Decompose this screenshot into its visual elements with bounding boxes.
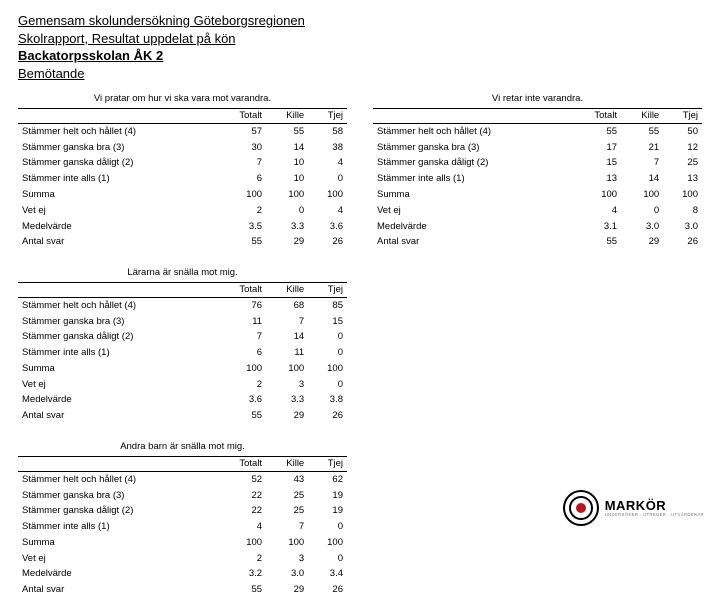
table-row: Summa100100100 — [373, 187, 702, 203]
table-row: Stämmer inte alls (1)470 — [18, 519, 347, 535]
table-row: Stämmer helt och hållet (4)575558 — [18, 123, 347, 139]
table-vi-retar: Vi retar inte varandra. Totalt Kille Tje… — [373, 90, 702, 250]
table-row: Summa100100100 — [18, 535, 347, 551]
table-row: Summa100100100 — [18, 187, 347, 203]
logo-name: MARKÖR — [605, 498, 704, 513]
table-row: Antal svar552926 — [18, 408, 347, 424]
table-row: Stämmer ganska bra (3)172112 — [373, 140, 702, 156]
table-row: Vet ej230 — [18, 551, 347, 567]
table-title: Vi retar inte varandra. — [373, 90, 702, 108]
table-row: Medelvärde3.13.03.0 — [373, 219, 702, 235]
target-icon — [563, 490, 599, 526]
table-row: Stämmer ganska dåligt (2)222519 — [18, 503, 347, 519]
markor-logo: MARKÖR UNDERSÖKER · UTREDER · UTVÄRDERAR — [563, 490, 704, 526]
table-row: Stämmer ganska dåligt (2)7140 — [18, 329, 347, 345]
header-line1: Gemensam skolundersökning Göteborgsregio… — [18, 12, 702, 30]
table-row: Stämmer ganska bra (3)301438 — [18, 140, 347, 156]
table-row: Antal svar552926 — [18, 234, 347, 250]
table-vi-pratar: Vi pratar om hur vi ska vara mot varandr… — [18, 90, 347, 250]
logo-subtitle: UNDERSÖKER · UTREDER · UTVÄRDERAR — [605, 513, 704, 517]
table-row: Stämmer ganska dåligt (2)7104 — [18, 155, 347, 171]
header-line4: Bemötande — [18, 65, 702, 83]
table-row: Vet ej230 — [18, 377, 347, 393]
table-title: Vi pratar om hur vi ska vara mot varandr… — [18, 90, 347, 108]
table-lararna: Lärarna är snälla mot mig. Totalt Kille … — [18, 264, 347, 424]
table-row: Medelvärde3.63.33.8 — [18, 392, 347, 408]
table-row: Antal svar552926 — [373, 234, 702, 250]
table-row: Summa100100100 — [18, 361, 347, 377]
table-row: Vet ej408 — [373, 203, 702, 219]
table-andra-barn: Andra barn är snälla mot mig. Totalt Kil… — [18, 438, 347, 598]
table-row: Stämmer inte alls (1)6110 — [18, 345, 347, 361]
table-row: Stämmer helt och hållet (4)766885 — [18, 297, 347, 313]
table-title: Lärarna är snälla mot mig. — [18, 264, 347, 282]
col-blank — [18, 108, 216, 123]
table-row: Stämmer inte alls (1)131413 — [373, 171, 702, 187]
table-row: Medelvärde3.53.33.6 — [18, 219, 347, 235]
table-row: Stämmer inte alls (1)6100 — [18, 171, 347, 187]
table-row: Stämmer helt och hållet (4)524362 — [18, 471, 347, 487]
table-row: Vet ej204 — [18, 203, 347, 219]
col-totalt: Totalt — [216, 108, 266, 123]
header-line2: Skolrapport, Resultat uppdelat på kön — [18, 30, 702, 48]
table-row: Antal svar552926 — [18, 582, 347, 598]
col-kille: Kille — [266, 108, 308, 123]
report-header: Gemensam skolundersökning Göteborgsregio… — [18, 12, 702, 82]
header-line3: Backatorpsskolan ÅK 2 — [18, 47, 702, 65]
table-row: Stämmer helt och hållet (4)555550 — [373, 123, 702, 139]
table-row: Stämmer ganska dåligt (2)15725 — [373, 155, 702, 171]
table-row: Stämmer ganska bra (3)11715 — [18, 314, 347, 330]
table-row: Medelvärde3.23.03.4 — [18, 566, 347, 582]
col-tjej: Tjej — [308, 108, 347, 123]
table-row: Stämmer ganska bra (3)222519 — [18, 488, 347, 504]
table-title: Andra barn är snälla mot mig. — [18, 438, 347, 456]
